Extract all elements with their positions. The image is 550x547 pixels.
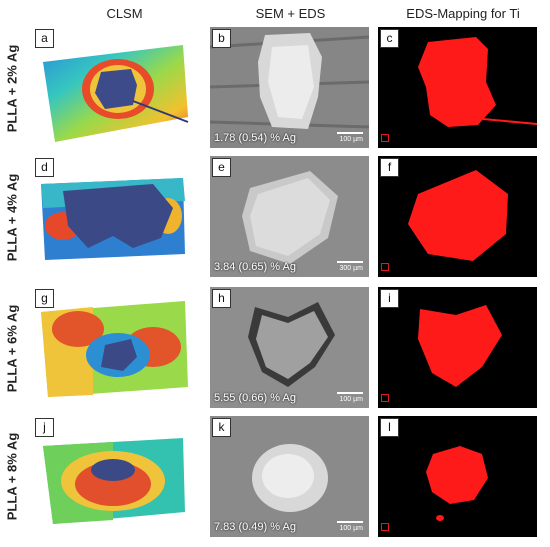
scale-bar bbox=[337, 261, 363, 263]
eds-ti-map bbox=[378, 27, 537, 148]
row-label: PLLA + 2% Ag bbox=[4, 44, 20, 132]
sem-panel-h: 5.55 (0.66) % Ag 100 µm h bbox=[210, 287, 369, 408]
panel-letter: k bbox=[212, 418, 231, 437]
clsm-surface-image bbox=[43, 438, 185, 524]
sem-micrograph bbox=[210, 287, 369, 408]
clsm-panel-d: d bbox=[33, 156, 192, 277]
eds-panel-f: f bbox=[378, 156, 537, 277]
eds-panel-l: l bbox=[378, 416, 537, 537]
eds-marker bbox=[381, 134, 389, 142]
panel-letter: c bbox=[380, 29, 399, 48]
sem-micrograph bbox=[210, 27, 369, 148]
ag-content-label: 5.55 (0.66) % Ag bbox=[214, 392, 296, 404]
row-header-6: PLLA + 6% Ag bbox=[0, 288, 24, 408]
scale-label: 100 µm bbox=[339, 396, 364, 403]
column-header-eds-mapping: EDS-Mapping for Ti bbox=[406, 6, 520, 21]
clsm-panel-a: a bbox=[33, 27, 192, 148]
ag-content-label: 1.78 (0.54) % Ag bbox=[214, 132, 296, 144]
clsm-surface-image bbox=[41, 178, 185, 260]
sem-micrograph bbox=[210, 156, 369, 277]
eds-ti-map bbox=[378, 416, 537, 537]
scale-label: 100 µm bbox=[339, 525, 364, 532]
eds-marker bbox=[381, 263, 389, 271]
sem-panel-k: 7.83 (0.49) % Ag 100 µm k bbox=[210, 416, 369, 537]
row-label: PLLA + 8% Ag bbox=[4, 432, 20, 520]
column-header-sem-eds: SEM + EDS bbox=[255, 6, 326, 21]
sem-panel-e: 3.84 (0.65) % Ag 300 µm e bbox=[210, 156, 369, 277]
sem-panel-b: 1.78 (0.54) % Ag 100 µm b bbox=[210, 27, 369, 148]
row-label: PLLA + 6% Ag bbox=[4, 304, 20, 392]
eds-marker bbox=[381, 523, 389, 531]
panel-letter: f bbox=[380, 158, 399, 177]
row-label: PLLA + 4% Ag bbox=[4, 173, 20, 261]
eds-marker bbox=[381, 394, 389, 402]
clsm-panel-j: j bbox=[33, 416, 192, 537]
eds-panel-c: c bbox=[378, 27, 537, 148]
column-header-clsm: CLSM bbox=[106, 6, 143, 21]
scale-bar bbox=[337, 392, 363, 394]
eds-ti-map bbox=[378, 287, 537, 408]
panel-letter: j bbox=[35, 418, 54, 437]
ag-content-label: 3.84 (0.65) % Ag bbox=[214, 261, 296, 273]
scale-bar bbox=[337, 132, 363, 134]
panel-letter: i bbox=[380, 289, 399, 308]
sem-micrograph bbox=[210, 416, 369, 537]
clsm-panel-g: g bbox=[33, 287, 192, 408]
scale-label: 100 µm bbox=[339, 136, 364, 143]
panel-letter: a bbox=[35, 29, 54, 48]
row-header-8: PLLA + 8% Ag bbox=[0, 416, 24, 536]
ag-content-label: 7.83 (0.49) % Ag bbox=[214, 521, 296, 533]
panel-letter: e bbox=[212, 158, 231, 177]
row-header-4: PLLA + 4% Ag bbox=[0, 157, 24, 277]
panel-letter: d bbox=[35, 158, 54, 177]
panel-letter: h bbox=[212, 289, 231, 308]
scale-bar bbox=[337, 521, 363, 523]
panel-letter: b bbox=[212, 29, 231, 48]
panel-letter: g bbox=[35, 289, 54, 308]
scale-label: 300 µm bbox=[339, 265, 364, 272]
eds-panel-i: i bbox=[378, 287, 537, 408]
panel-letter: l bbox=[380, 418, 399, 437]
eds-ti-map bbox=[378, 156, 537, 277]
row-header-2: PLLA + 2% Ag bbox=[0, 28, 24, 148]
clsm-surface-image bbox=[41, 301, 188, 397]
clsm-surface-image bbox=[43, 45, 189, 142]
